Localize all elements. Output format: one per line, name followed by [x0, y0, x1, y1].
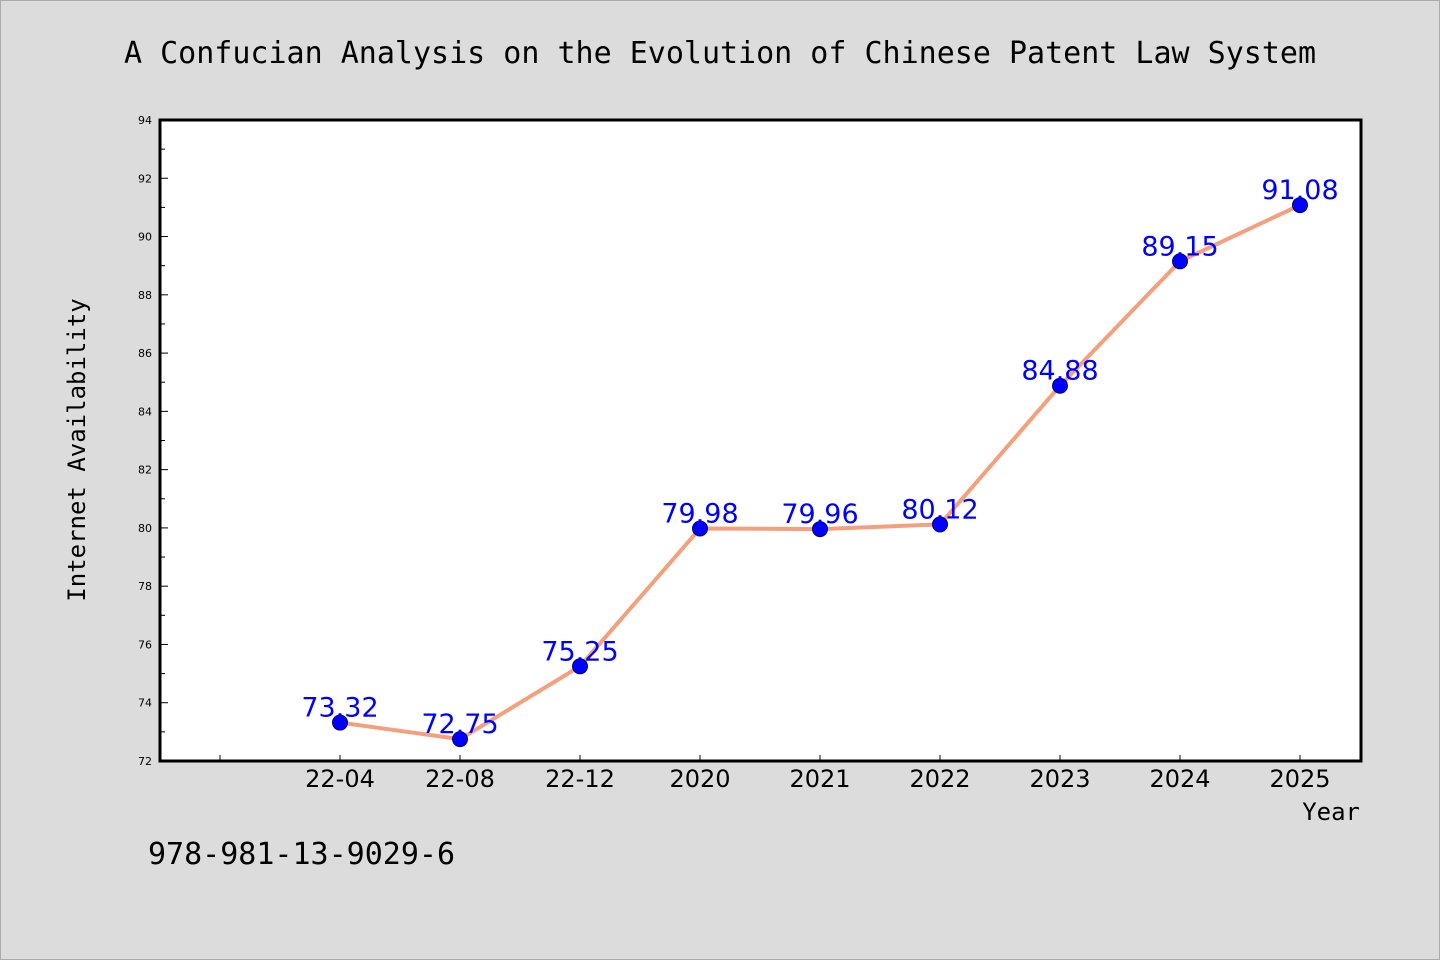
x-tick-label: 2021 — [789, 765, 850, 793]
data-label: 72.75 — [421, 709, 498, 740]
data-point — [572, 658, 588, 675]
isbn-annotation: 978-981-13-9029-6 — [148, 837, 455, 872]
y-tick-label: 94 — [138, 114, 152, 127]
y-tick-label: 88 — [138, 289, 152, 302]
y-tick-label: 82 — [138, 464, 152, 477]
x-tick-label: 2020 — [669, 765, 730, 793]
y-tick-label: 92 — [138, 172, 152, 185]
data-point — [332, 714, 348, 731]
data-label: 73.32 — [301, 693, 378, 724]
y-tick-label: 86 — [138, 347, 152, 360]
data-point — [692, 520, 708, 537]
data-label: 80.12 — [901, 494, 978, 525]
y-axis: 72 74 76 78 80 82 84 86 88 90 92 94 — [138, 114, 168, 768]
data-point — [452, 731, 468, 748]
y-tick-label: 90 — [138, 231, 152, 244]
data-point — [932, 516, 948, 533]
x-tick-label: 22-12 — [545, 765, 615, 793]
x-tick-label: 2023 — [1029, 765, 1090, 793]
x-tick-label: 22-08 — [425, 765, 495, 793]
data-label: 75.25 — [541, 636, 618, 667]
data-label: 89.15 — [1141, 231, 1218, 262]
y-tick-label: 74 — [138, 697, 152, 710]
data-label: 79.98 — [661, 498, 738, 529]
chart-title: A Confucian Analysis on the Evolution of… — [124, 36, 1316, 71]
y-tick-label: 72 — [138, 755, 152, 768]
series-group: 73.32 72.75 75.25 79.98 79.96 80.12 84.88 89.15… — [301, 175, 1339, 748]
y-tick-label: 76 — [138, 638, 152, 651]
data-label: 91.08 — [1261, 175, 1338, 206]
y-tick-label: 78 — [138, 580, 152, 593]
x-tick-label: 2022 — [909, 765, 970, 793]
data-point — [1172, 253, 1188, 270]
data-point — [812, 521, 828, 538]
data-point — [1052, 377, 1068, 394]
data-point — [1292, 197, 1308, 214]
x-tick-label: 2025 — [1269, 765, 1330, 793]
data-label: 79.96 — [781, 499, 858, 530]
x-tick-label: 22-04 — [305, 765, 375, 793]
x-axis: 22-04 22-08 22-12 2020 2021 2022 2023 2024 2025 — [219, 755, 1331, 793]
y-axis-label: Internet Availability — [63, 298, 91, 601]
y-tick-label: 80 — [138, 522, 152, 535]
data-label: 84.88 — [1021, 356, 1098, 387]
x-axis-label: Year — [1302, 798, 1360, 826]
x-tick-label: 2024 — [1149, 765, 1210, 793]
plot-area — [158, 118, 1363, 763]
y-tick-label: 84 — [138, 405, 152, 418]
